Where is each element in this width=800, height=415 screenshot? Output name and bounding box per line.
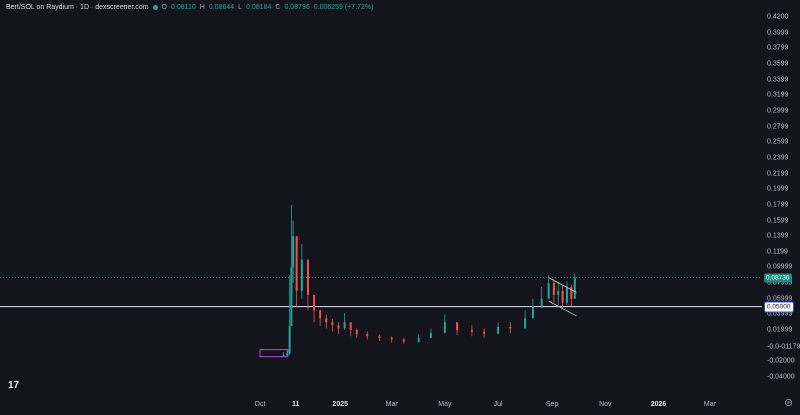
time-tick: Mar [703, 401, 716, 408]
close-label: C [275, 4, 281, 11]
price-tick: 0.1199 [767, 248, 788, 256]
candle-body [286, 353, 289, 356]
price-tick: 0.1399 [767, 232, 789, 240]
candle-body [483, 331, 486, 334]
high-value: 0.08644 [208, 4, 235, 11]
open-label: O [161, 4, 167, 11]
current-price-tag: 0.08736 [764, 273, 792, 283]
price-chart[interactable] [0, 0, 762, 395]
candle-body [570, 287, 573, 299]
price-tick: -0.04000 [767, 373, 795, 381]
time-tick: May [438, 401, 452, 408]
candle-body [337, 325, 340, 329]
candle-body [366, 333, 369, 337]
candle-body [573, 277, 576, 299]
candle-body [288, 326, 291, 354]
candle-body [497, 326, 500, 334]
candle-body [390, 337, 393, 340]
candle-body [417, 337, 420, 342]
rectangle-annotation [259, 349, 289, 358]
candle-body [561, 290, 564, 303]
price-tick: 0.3799 [767, 44, 789, 52]
candle-body [378, 336, 381, 338]
candle-body [331, 322, 334, 326]
trendline-upper [548, 277, 577, 293]
price-tick: -0.02000 [767, 357, 795, 365]
symbol-title: Bert/SOL on Raydium · 1D · dexscreener.c… [6, 4, 149, 11]
candle-body [290, 267, 293, 327]
candle-body [282, 355, 285, 357]
low-value: 0.08184 [246, 4, 272, 11]
price-tick: 0.07999 [767, 279, 793, 287]
candle-body [325, 318, 328, 323]
candle-body [429, 333, 432, 338]
price-tick: 0.2799 [767, 123, 789, 131]
candle-body [300, 259, 303, 291]
change-value: 0.006259 (+7.72%) [313, 4, 374, 11]
time-tick: Jul [493, 401, 503, 408]
candle-body [524, 318, 527, 329]
candle-body [443, 322, 446, 334]
chart-legend: Bert/SOL on Raydium · 1D · dexscreener.c… [6, 4, 374, 11]
price-tick: 0.3999 [767, 29, 789, 37]
candle-body [295, 236, 298, 291]
time-axis[interactable]: Oct 11 2025 Mar May Jul Sep Nov 2026 Mar [0, 395, 762, 415]
candle-body [557, 290, 560, 295]
price-tick: 0.2999 [767, 107, 789, 115]
price-tick: 0.1999 [767, 185, 789, 193]
price-tick: -0.0-01179 [767, 343, 800, 351]
time-tick: Mar [385, 401, 398, 408]
trendline-lower [548, 300, 577, 317]
price-tick: 0.1799 [767, 201, 789, 209]
time-tick: Oct [254, 401, 266, 408]
price-tick: 0.1599 [767, 217, 789, 225]
price-axis[interactable]: 0.4200 0.3999 0.3799 0.3599 0.3399 0.3199 0.29… [762, 0, 800, 395]
candle-body [319, 310, 322, 319]
candle-body [547, 283, 550, 299]
candle-body [565, 287, 568, 303]
tradingview-logo[interactable]: 17 [8, 380, 20, 391]
candle-body [349, 322, 352, 331]
candle-body [456, 322, 459, 331]
candle-body [552, 283, 555, 295]
price-tick: 0.3399 [767, 76, 789, 84]
price-tick: 0.09999 [767, 263, 793, 271]
visibility-icon[interactable] [152, 5, 158, 10]
open-value: 0.08110 [170, 4, 196, 11]
time-tick: Sep [545, 401, 559, 408]
candle-body [509, 326, 512, 329]
candle-body [402, 339, 405, 342]
price-tick: 0.3199 [767, 91, 789, 99]
candle-body [292, 236, 295, 268]
price-tick: 0.05999 [767, 295, 793, 303]
price-tick: 0.3599 [767, 60, 789, 68]
time-tick: Nov [599, 401, 612, 408]
time-tick: 2026 [650, 401, 667, 408]
candle-body [470, 330, 473, 332]
settings-icon[interactable] [784, 398, 793, 407]
close-value: 0.08736 [284, 4, 310, 11]
chart-area[interactable]: Bert/SOL on Raydium · 1D · dexscreener.c… [0, 0, 762, 395]
price-tick: 0.4200 [767, 13, 789, 21]
price-tick: 0.2399 [767, 154, 789, 162]
low-label: L [238, 4, 243, 11]
hline-price-tag: 0.05000 [764, 301, 794, 313]
price-tick: 0.01999 [767, 326, 793, 334]
high-label: H [199, 4, 205, 11]
candle-body [355, 330, 358, 334]
price-tick: 0.03999 [767, 310, 793, 318]
candle-body [306, 259, 309, 295]
time-tick: 11 [292, 401, 300, 408]
time-tick: 2025 [332, 401, 349, 408]
price-tick: 0.2199 [767, 170, 789, 178]
candle-body [313, 294, 316, 311]
price-tick: 0.2599 [767, 138, 789, 146]
candle-body [343, 322, 346, 329]
candle-body [531, 306, 534, 319]
candle-body [540, 298, 543, 307]
